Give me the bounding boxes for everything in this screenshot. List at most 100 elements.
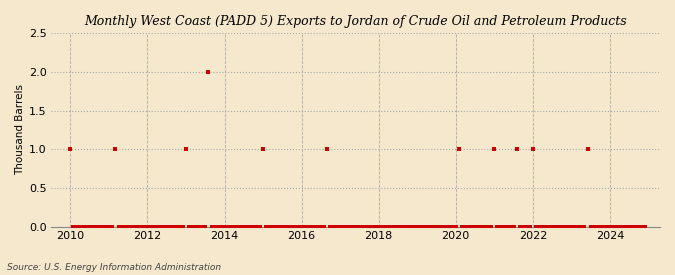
Point xyxy=(72,224,82,229)
Point xyxy=(425,224,435,229)
Point xyxy=(489,147,500,152)
Point xyxy=(78,224,88,229)
Point xyxy=(605,224,616,229)
Point xyxy=(309,224,320,229)
Point xyxy=(258,147,269,152)
Point xyxy=(68,224,79,229)
Point xyxy=(238,224,249,229)
Point xyxy=(483,224,493,229)
Point xyxy=(81,224,92,229)
Point xyxy=(181,147,192,152)
Point xyxy=(97,224,108,229)
Point xyxy=(313,224,323,229)
Point xyxy=(251,224,262,229)
Point xyxy=(508,224,519,229)
Point xyxy=(119,224,130,229)
Point xyxy=(630,224,641,229)
Point xyxy=(443,224,454,229)
Text: Source: U.S. Energy Information Administration: Source: U.S. Energy Information Administ… xyxy=(7,263,221,272)
Point xyxy=(148,224,159,229)
Point xyxy=(531,224,541,229)
Point xyxy=(499,224,510,229)
Point xyxy=(601,224,612,229)
Point xyxy=(209,224,220,229)
Point xyxy=(405,224,416,229)
Point xyxy=(383,224,394,229)
Point xyxy=(280,224,291,229)
Point xyxy=(87,224,98,229)
Point xyxy=(293,224,304,229)
Point xyxy=(328,224,339,229)
Title: Monthly West Coast (PADD 5) Exports to Jordan of Crude Oil and Petroleum Product: Monthly West Coast (PADD 5) Exports to J… xyxy=(84,15,627,28)
Point xyxy=(290,224,300,229)
Point xyxy=(158,224,169,229)
Point xyxy=(196,224,207,229)
Point xyxy=(322,147,333,152)
Point xyxy=(200,224,211,229)
Point xyxy=(331,224,342,229)
Point xyxy=(65,147,76,152)
Y-axis label: Thousand Barrels: Thousand Barrels xyxy=(15,84,25,175)
Point xyxy=(254,224,265,229)
Point xyxy=(595,224,605,229)
Point xyxy=(470,224,481,229)
Point xyxy=(556,224,567,229)
Point xyxy=(207,224,217,229)
Point xyxy=(547,224,558,229)
Point xyxy=(441,224,452,229)
Point xyxy=(277,224,288,229)
Point xyxy=(306,224,317,229)
Point xyxy=(640,224,651,229)
Point xyxy=(554,224,564,229)
Point xyxy=(84,224,95,229)
Point xyxy=(428,224,439,229)
Point xyxy=(563,224,574,229)
Point xyxy=(448,224,458,229)
Point xyxy=(537,224,548,229)
Point xyxy=(412,224,423,229)
Point xyxy=(578,224,589,229)
Point xyxy=(338,224,348,229)
Point xyxy=(592,224,603,229)
Point xyxy=(219,224,230,229)
Point xyxy=(348,224,358,229)
Point xyxy=(396,224,406,229)
Point xyxy=(225,224,236,229)
Point xyxy=(418,224,429,229)
Point xyxy=(437,224,448,229)
Point xyxy=(614,224,625,229)
Point xyxy=(463,224,474,229)
Point xyxy=(222,224,233,229)
Point xyxy=(123,224,134,229)
Point xyxy=(472,224,483,229)
Point xyxy=(540,224,551,229)
Point xyxy=(454,147,464,152)
Point xyxy=(101,224,111,229)
Point xyxy=(139,224,150,229)
Point xyxy=(203,70,214,74)
Point xyxy=(495,224,506,229)
Point xyxy=(633,224,644,229)
Point xyxy=(373,224,384,229)
Point xyxy=(527,147,538,152)
Point xyxy=(344,224,355,229)
Point xyxy=(589,224,599,229)
Point xyxy=(178,224,188,229)
Point xyxy=(193,224,204,229)
Point xyxy=(370,224,381,229)
Point xyxy=(299,224,310,229)
Point xyxy=(171,224,182,229)
Point xyxy=(113,224,124,229)
Point xyxy=(351,224,362,229)
Point xyxy=(415,224,426,229)
Point xyxy=(261,224,271,229)
Point xyxy=(229,224,240,229)
Point xyxy=(342,224,352,229)
Point xyxy=(130,224,140,229)
Point xyxy=(386,224,397,229)
Point xyxy=(621,224,632,229)
Point xyxy=(75,224,86,229)
Point xyxy=(637,224,647,229)
Point xyxy=(319,224,329,229)
Point xyxy=(518,224,529,229)
